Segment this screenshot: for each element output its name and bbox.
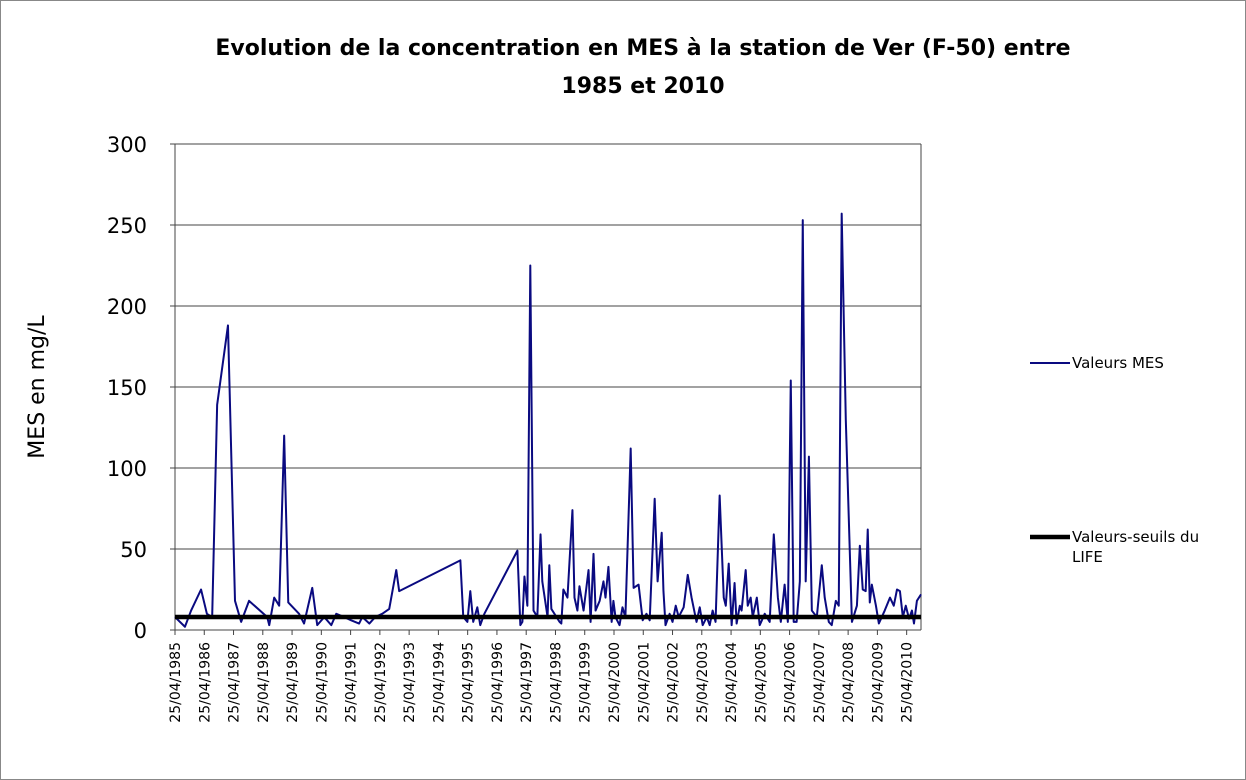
x-tick-label: 25/04/1992 bbox=[373, 642, 389, 723]
x-tick-label: 25/04/1985 bbox=[168, 642, 184, 723]
x-tick-label: 25/04/2003 bbox=[695, 642, 711, 723]
x-tick-label: 25/04/2005 bbox=[753, 642, 769, 723]
x-tick-label: 25/04/1988 bbox=[256, 642, 272, 723]
chart-title: Evolution de la concentration en MES à l… bbox=[215, 36, 1070, 99]
x-tick-label: 25/04/1993 bbox=[402, 642, 418, 723]
x-tick-label: 25/04/2002 bbox=[666, 642, 682, 723]
y-tick-label: 150 bbox=[107, 376, 147, 400]
x-tick-label: 25/04/2008 bbox=[841, 642, 857, 723]
x-tick-label: 25/04/1995 bbox=[461, 642, 477, 723]
x-tick-label: 25/04/1997 bbox=[519, 642, 535, 723]
x-tick-label: 25/04/1999 bbox=[578, 642, 594, 723]
y-tick-label: 0 bbox=[134, 619, 147, 643]
y-tick-label: 300 bbox=[107, 133, 147, 157]
x-tick-label: 25/04/2007 bbox=[812, 642, 828, 723]
x-tick-label: 25/04/1986 bbox=[197, 642, 213, 723]
x-tick-label: 25/04/1996 bbox=[490, 642, 506, 723]
x-tick-label: 25/04/1989 bbox=[285, 642, 301, 723]
y-axis-label: MES en mg/L bbox=[25, 315, 50, 459]
x-tick-label: 25/04/2004 bbox=[724, 642, 740, 723]
x-tick-label: 25/04/2000 bbox=[607, 642, 623, 723]
x-tick-label: 25/04/2006 bbox=[783, 642, 799, 723]
x-tick-label: 25/04/2001 bbox=[636, 642, 652, 723]
y-tick-label: 50 bbox=[120, 538, 147, 562]
x-tick-label: 25/04/2009 bbox=[870, 642, 886, 723]
legend-label: Valeurs-seuils du LIFE bbox=[1072, 528, 1200, 566]
x-tick-label: 25/04/1990 bbox=[314, 642, 330, 723]
x-tick-label: 25/04/1998 bbox=[548, 642, 564, 723]
y-tick-label: 200 bbox=[107, 295, 147, 319]
y-tick-label: 250 bbox=[107, 214, 147, 238]
x-tick-label: 25/04/1991 bbox=[344, 642, 360, 723]
legend-label: Valeurs MES bbox=[1072, 354, 1164, 372]
x-tick-label: 25/04/2010 bbox=[900, 642, 916, 723]
x-tick-label: 25/04/1994 bbox=[431, 642, 447, 723]
x-tick-label: 25/04/1987 bbox=[227, 642, 243, 723]
y-tick-label: 100 bbox=[107, 457, 147, 481]
